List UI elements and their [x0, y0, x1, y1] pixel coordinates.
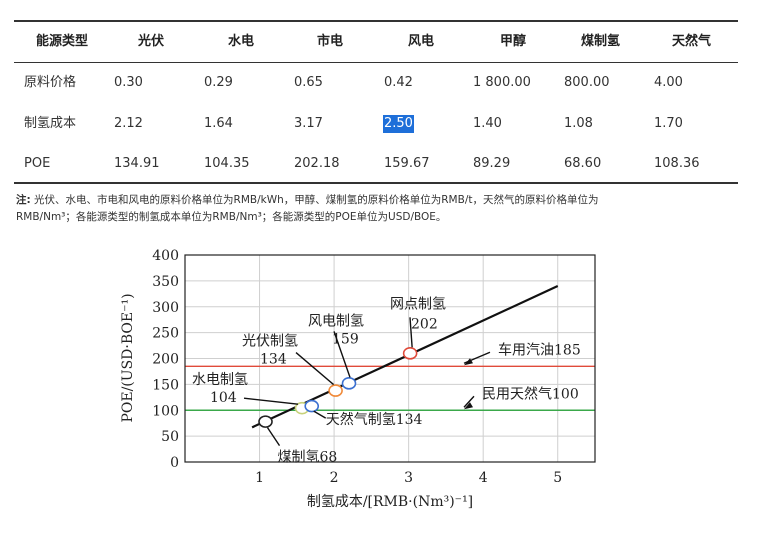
- x-axis-label: 制氢成本/[RMB·(Nm³)⁻¹]: [307, 494, 473, 510]
- data-point: [304, 399, 320, 413]
- table-cell: 0.29: [204, 75, 233, 90]
- y-axis-label: POE/(USD·BOE⁻¹): [120, 293, 136, 422]
- x-tick-label: 5: [553, 470, 562, 486]
- table-cell: 1.08: [564, 116, 593, 131]
- data-point: [341, 377, 357, 390]
- note-line-1: 注: 光伏、水电、市电和风电的原料价格单位为RMB/kWh，甲醇、煤制氢的原料价…: [16, 192, 736, 209]
- row-label-poe: POE: [24, 156, 51, 171]
- table-cell: 3.17: [294, 116, 323, 131]
- table-cell: 0.30: [114, 75, 143, 90]
- y-tick-label: 200: [152, 352, 179, 368]
- row-label-h2-cost: 制氢成本: [24, 116, 77, 131]
- x-tick-label: 2: [330, 470, 339, 486]
- table-cell: 89.29: [473, 156, 511, 171]
- note-prefix: 注:: [16, 194, 31, 206]
- table-cell: 68.60: [564, 156, 602, 171]
- header-grid: 市电: [317, 34, 344, 49]
- axes: 0 50 100 150 200 250 300 350 400 1 2 3 4 5: [152, 248, 596, 486]
- header-pv: 光伏: [138, 34, 165, 49]
- leader-line: [243, 397, 299, 405]
- label-ng-h2: 天然气制氢134: [326, 411, 423, 428]
- note-text-1: 光伏、水电、市电和风电的原料价格单位为RMB/kWh，甲醇、煤制氢的原料价格单位…: [34, 194, 599, 206]
- label-wind-h2: 风电制氢: [308, 313, 364, 329]
- table-cell: 0.42: [384, 75, 413, 90]
- leader-line: [266, 427, 281, 447]
- leader-line: [463, 395, 475, 408]
- header-hydro: 水电: [228, 34, 255, 49]
- table-cell: 202.18: [294, 156, 340, 171]
- grid: [185, 254, 595, 463]
- table-cell: 1.70: [654, 116, 683, 131]
- data-point: [258, 415, 273, 428]
- label-pv-h2: 光伏制氢: [242, 334, 298, 350]
- reference-label: 民用天然气100: [482, 385, 579, 402]
- header-energy-type: 能源类型: [36, 34, 89, 49]
- data-point: [402, 347, 418, 360]
- table-cell: 0.65: [294, 75, 323, 90]
- reference-lines: [185, 365, 595, 411]
- table-cell: 1.64: [204, 116, 233, 131]
- table-bottom-rule: [14, 182, 738, 184]
- y-tick-label: 400: [152, 248, 179, 264]
- label-hydro-h2: 水电制氢: [192, 372, 248, 388]
- header-natural-gas: 天然气: [672, 34, 712, 49]
- y-tick-label: 100: [152, 403, 179, 419]
- points: [258, 347, 418, 428]
- poe-vs-cost-chart: 0 50 100 150 200 250 300 350 400 1 2 3 4 5 煤制氢68 水电制氢 1…: [120, 248, 596, 510]
- table-cell: 2.12: [114, 116, 143, 131]
- table-cell: 1.40: [473, 116, 502, 131]
- table-cell: 1 800.00: [473, 75, 531, 90]
- table-cell: 159.67: [384, 156, 430, 171]
- y-tick-label: 350: [152, 274, 179, 290]
- x-tick-label: 4: [479, 470, 488, 486]
- value-grid-h2: 202: [411, 316, 438, 332]
- value-hydro-h2: 104: [210, 390, 237, 406]
- header-methanol: 甲醇: [500, 34, 527, 49]
- header-coal-h2: 煤制氢: [581, 34, 621, 49]
- x-tick-label: 1: [255, 470, 264, 486]
- y-tick-label: 50: [161, 429, 179, 445]
- value-pv-h2: 134: [260, 352, 287, 368]
- row-label-feedstock-price: 原料价格: [24, 75, 77, 90]
- leader-line: [313, 410, 327, 419]
- table-top-rule: [14, 20, 738, 22]
- leader-line: [295, 352, 335, 386]
- table-cell: 108.36: [654, 156, 700, 171]
- table-cell: 104.35: [204, 156, 250, 171]
- table-cell: 134.91: [114, 156, 160, 171]
- y-tick-label: 150: [152, 377, 179, 393]
- selected-table-cell[interactable]: 2.50: [383, 115, 414, 133]
- arrow-head: [464, 358, 473, 366]
- table-note: 注: 光伏、水电、市电和风电的原料价格单位为RMB/kWh，甲醇、煤制氢的原料价…: [16, 192, 736, 226]
- x-tick-label: 3: [404, 470, 413, 486]
- labels: 煤制氢68 水电制氢 104 天然气制氢134 光伏制氢 134 风电制氢 159 网点制氢 20…: [192, 296, 581, 465]
- y-tick-label: 0: [170, 455, 179, 471]
- note-line-2: RMB/Nm³；各能源类型的制氢成本单位为RMB/Nm³；各能源类型的POE单位…: [16, 211, 447, 223]
- leader-line: [333, 331, 351, 378]
- y-tick-label: 300: [152, 300, 179, 316]
- reference-label: 车用汽油185: [498, 341, 581, 358]
- value-wind-h2: 159: [332, 331, 359, 347]
- leader-line: [409, 317, 413, 348]
- table-header-rule: [14, 62, 738, 63]
- header-wind: 风电: [408, 34, 435, 49]
- label-grid-h2: 网点制氢: [390, 296, 446, 312]
- data-point: [328, 384, 343, 397]
- arrow-head: [464, 402, 473, 410]
- table-cell: 800.00: [564, 75, 610, 90]
- table-cell: 4.00: [654, 75, 683, 90]
- plot-frame: [184, 254, 596, 463]
- y-tick-label: 250: [152, 326, 179, 342]
- label-coal-h2: 煤制氢68: [278, 450, 338, 466]
